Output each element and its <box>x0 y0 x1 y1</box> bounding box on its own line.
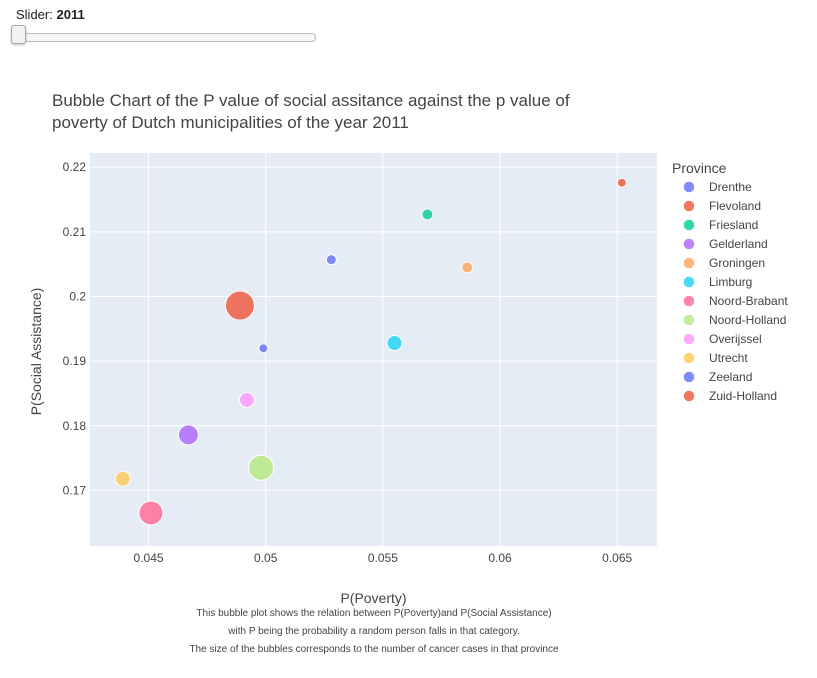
slider-current-value: 2011 <box>56 7 85 22</box>
legend-label: Drenthe <box>709 180 752 194</box>
legend-label: Limburg <box>709 275 752 289</box>
bubble-utrecht <box>114 470 131 487</box>
bubble-drenthe <box>325 254 337 266</box>
legend-title: Province <box>672 160 727 176</box>
caption-line: with P being the probability a random pe… <box>227 626 519 637</box>
y-tick-label: 0.17 <box>63 483 87 497</box>
slider-label-text: Slider: <box>16 7 53 22</box>
legend-marker <box>683 200 695 212</box>
x-tick-label: 0.065 <box>602 551 632 565</box>
y-tick-label: 0.2 <box>69 289 86 303</box>
legend-label: Groningen <box>709 256 765 270</box>
bubble-zuid-holland <box>224 290 255 321</box>
legend-marker <box>683 181 695 193</box>
chart-title-line: Bubble Chart of the P value of social as… <box>52 91 570 110</box>
legend-marker <box>683 314 695 326</box>
legend-label: Zeeland <box>709 370 752 384</box>
y-tick-label: 0.22 <box>63 160 87 174</box>
slider-label: Slider: 2011 <box>16 7 85 22</box>
legend-label: Zuid-Holland <box>709 389 777 403</box>
y-axis-title: P(Social Assistance) <box>28 288 44 416</box>
legend-marker <box>683 352 695 364</box>
caption-line: The size of the bubbles corresponds to t… <box>189 644 559 655</box>
y-tick-label: 0.21 <box>63 225 87 239</box>
x-tick-label: 0.05 <box>254 551 278 565</box>
caption-line: This bubble plot shows the relation betw… <box>196 608 551 619</box>
legend-label: Gelderland <box>709 237 768 251</box>
x-tick-label: 0.045 <box>134 551 164 565</box>
legend-label: Overijssel <box>709 332 762 346</box>
bubble-gelderland <box>177 424 199 446</box>
bubble-noord-brabant <box>138 500 164 526</box>
x-tick-label: 0.06 <box>488 551 512 565</box>
legend-label: Friesland <box>709 218 758 232</box>
slider-handle[interactable] <box>11 25 26 44</box>
x-axis-title: P(Poverty) <box>340 590 406 606</box>
bubble-friesland <box>421 208 434 221</box>
bubble-zeeland <box>258 343 269 354</box>
chart-title-line: poverty of Dutch municipalities of the y… <box>52 113 409 132</box>
x-tick-label: 0.055 <box>368 551 398 565</box>
legend-marker <box>683 238 695 250</box>
legend-marker <box>683 390 695 402</box>
bubble-overijssel <box>238 391 255 408</box>
legend-marker <box>683 333 695 345</box>
y-tick-label: 0.19 <box>63 354 87 368</box>
legend-label: Flevoland <box>709 199 761 213</box>
legend-marker <box>683 295 695 307</box>
legend-label: Noord-Brabant <box>709 294 788 308</box>
year-slider: Slider: 2011 <box>11 6 326 46</box>
legend-marker <box>683 371 695 383</box>
plot-background <box>90 153 657 546</box>
bubble-groningen <box>461 261 474 274</box>
legend-marker <box>683 219 695 231</box>
legend-label: Utrecht <box>709 351 748 365</box>
bubble-limburg <box>386 335 403 352</box>
bubble-flevoland <box>616 177 627 188</box>
bubble-noord-holland <box>248 454 275 481</box>
legend-label: Noord-Holland <box>709 313 786 327</box>
legend-marker <box>683 276 695 288</box>
y-tick-label: 0.18 <box>63 419 87 433</box>
legend-marker <box>683 257 695 269</box>
